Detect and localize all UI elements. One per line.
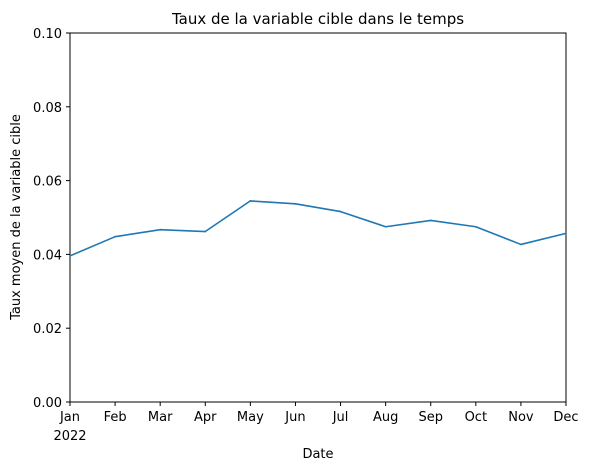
plot-frame <box>69 32 567 403</box>
x-tick-label: Nov <box>508 410 534 425</box>
series-line <box>69 200 567 257</box>
data-point <box>384 225 387 228</box>
data-point <box>204 230 207 233</box>
y-axis-label: Taux moyen de la variable cible <box>9 114 24 321</box>
data-point <box>339 210 342 213</box>
data-point <box>249 199 252 202</box>
x-tick-label: May <box>237 410 264 425</box>
x-tick-label: Jan <box>59 410 80 425</box>
data-point <box>294 202 297 205</box>
data-point <box>114 235 116 238</box>
x-tick-label: Jun <box>284 410 305 425</box>
data-point <box>429 219 432 222</box>
series-layer <box>69 199 567 257</box>
x-axis-label: Date <box>302 447 333 462</box>
data-point <box>69 254 71 257</box>
data-point <box>159 228 162 231</box>
x-tick-label: Oct <box>465 410 487 425</box>
x-tick-label: Mar <box>148 410 173 425</box>
x-year-label: 2022 <box>53 429 86 444</box>
ticks-layer: 0.00 0.02 0.04 0.06 0.08 0.10 Jan Feb Mar Apr May J… <box>33 27 579 425</box>
y-tick-label: 0.04 <box>33 248 62 263</box>
data-point <box>520 243 522 246</box>
x-tick-label: Feb <box>104 410 127 425</box>
x-tick-label: Jul <box>332 410 349 425</box>
chart-title: Taux de la variable cible dans le temps <box>171 10 464 28</box>
x-tick-label: Apr <box>194 410 217 425</box>
data-point <box>565 232 567 235</box>
y-tick-label: 0.02 <box>33 322 62 337</box>
y-tick-label: 0.10 <box>33 27 62 42</box>
x-tick-label: Aug <box>373 410 398 425</box>
y-tick-label: 0.06 <box>33 175 62 190</box>
x-tick-label: Dec <box>553 410 578 425</box>
x-tick-label: Sep <box>418 410 443 425</box>
data-point <box>474 225 477 228</box>
y-tick-label: 0.00 <box>33 396 62 411</box>
y-tick-label: 0.08 <box>33 101 62 116</box>
plot-area <box>69 32 567 403</box>
